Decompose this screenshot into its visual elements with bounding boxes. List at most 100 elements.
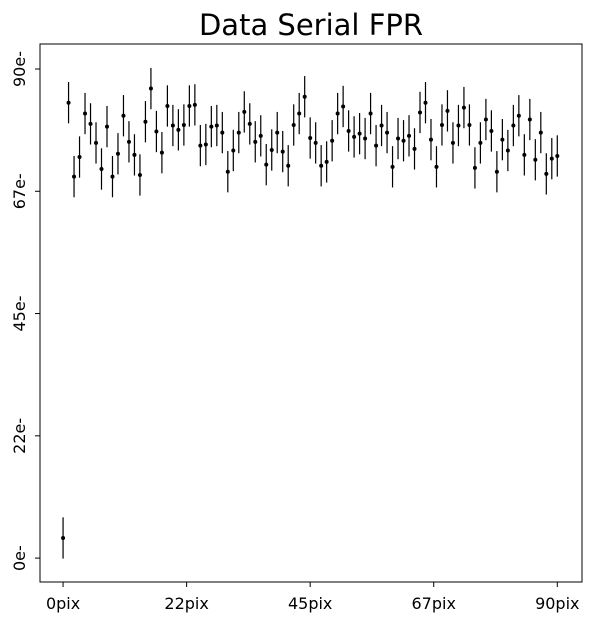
point [412, 146, 417, 151]
point [330, 138, 335, 143]
y-tick-label: 0e- [10, 545, 29, 571]
point [527, 117, 532, 122]
point [428, 137, 433, 142]
point [94, 140, 99, 145]
point [247, 121, 252, 126]
point [522, 152, 527, 157]
point [126, 139, 131, 144]
point [115, 151, 120, 156]
x-tick-label: 67pix [412, 594, 456, 613]
chart-title: Data Serial FPR [199, 8, 423, 42]
point [483, 117, 488, 122]
point [544, 171, 549, 176]
point [385, 130, 390, 135]
point [77, 155, 82, 160]
point [401, 138, 406, 143]
point [439, 122, 444, 127]
point [104, 124, 109, 129]
point [368, 111, 373, 116]
point [242, 109, 247, 114]
y-tick-label: 45e- [10, 296, 29, 332]
point [500, 137, 505, 142]
point [511, 123, 516, 128]
point [137, 172, 142, 177]
point [379, 123, 384, 128]
point [374, 143, 379, 148]
point [236, 130, 241, 135]
point [505, 148, 510, 153]
point [72, 174, 77, 179]
point [319, 163, 324, 168]
point [170, 123, 175, 128]
point [286, 163, 291, 168]
point [472, 165, 477, 170]
point [489, 128, 494, 133]
point [478, 140, 483, 145]
point [324, 159, 329, 164]
point [121, 113, 126, 118]
point [357, 131, 362, 136]
point [313, 140, 318, 145]
point [99, 166, 104, 171]
point [363, 136, 368, 141]
point [341, 104, 346, 109]
point [352, 134, 357, 139]
x-tick-label: 90pix [535, 594, 579, 613]
point [225, 169, 230, 174]
point [264, 162, 269, 167]
point [165, 103, 170, 108]
y-tick-label: 67e- [10, 173, 29, 209]
plot-frame [39, 43, 583, 583]
point [407, 133, 412, 138]
point [231, 148, 236, 153]
point [390, 164, 395, 169]
point [461, 105, 466, 110]
point [275, 130, 280, 135]
point [555, 153, 560, 158]
point [434, 164, 439, 169]
y-tick-label: 22e- [10, 418, 29, 454]
point [418, 110, 423, 115]
point [159, 150, 164, 155]
point [187, 103, 192, 108]
point [445, 108, 450, 113]
y-tick-label: 90e- [10, 51, 29, 87]
point [258, 133, 263, 138]
point [148, 86, 153, 91]
point [533, 157, 538, 162]
point [450, 140, 455, 145]
point [423, 100, 428, 105]
point [516, 113, 521, 118]
point [291, 122, 296, 127]
point [198, 143, 203, 148]
point [203, 142, 208, 147]
point [154, 129, 159, 134]
point [335, 111, 340, 116]
point [538, 130, 543, 135]
x-tick-label: 0pix [46, 594, 80, 613]
point [192, 102, 197, 107]
point [456, 123, 461, 128]
point [308, 136, 313, 141]
point [396, 136, 401, 141]
point [88, 121, 93, 126]
point [494, 169, 499, 174]
point [61, 535, 66, 540]
point [467, 122, 472, 127]
x-tick-label: 22pix [164, 594, 208, 613]
point [297, 111, 302, 116]
point [83, 111, 88, 116]
point [280, 149, 285, 154]
point [346, 128, 351, 133]
point [302, 94, 307, 99]
point [209, 124, 214, 129]
point [176, 127, 181, 132]
x-tick-label: 45pix [288, 594, 332, 613]
point [132, 152, 137, 157]
point [143, 119, 148, 124]
point [549, 156, 554, 161]
point [214, 123, 219, 128]
point [66, 100, 71, 105]
